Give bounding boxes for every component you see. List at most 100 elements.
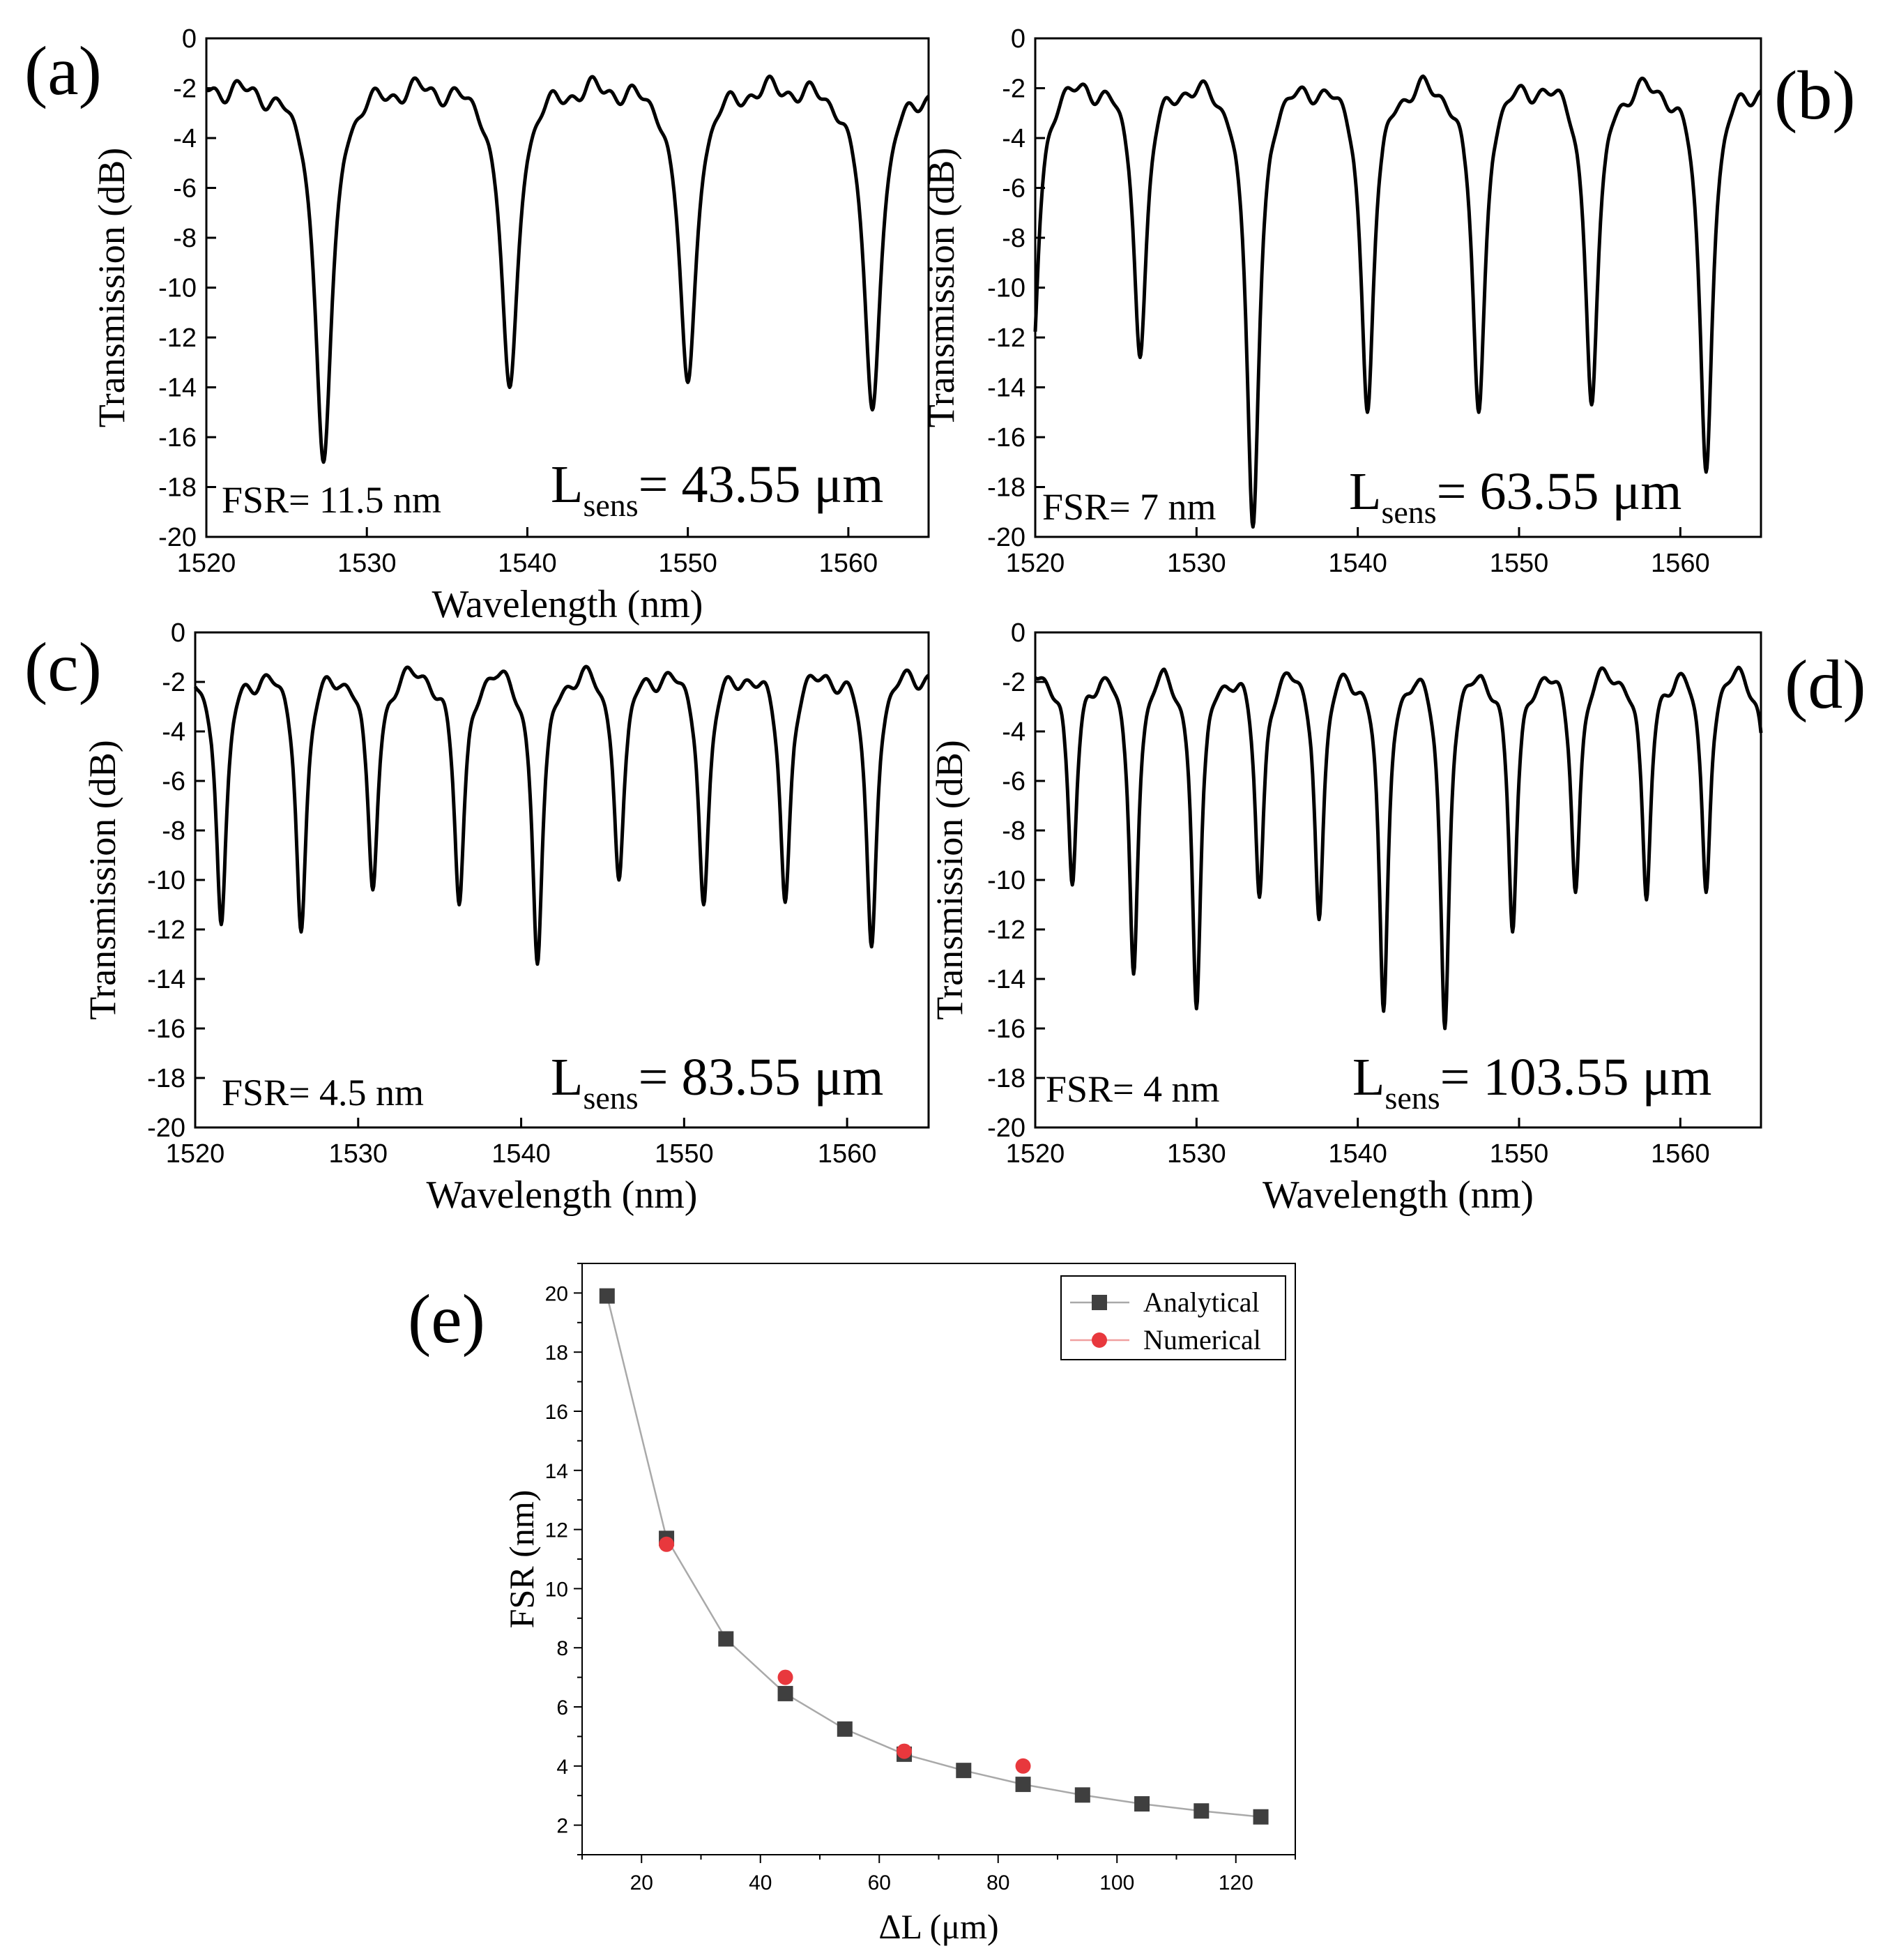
y-tick-label: -2 [162, 668, 185, 697]
analytical-point [1253, 1809, 1269, 1825]
panel-d-plot: 1520 1530 1540 1550 1560 0 -2 -4 -6 -8 -10 -12 -14 -1… [929, 618, 1763, 1217]
lsens-subscript: sens [1381, 494, 1436, 530]
x-tick-label: 1530 [329, 1139, 388, 1169]
y-tick-label: -20 [987, 1114, 1025, 1143]
y-tick-label: 10 [545, 1578, 568, 1601]
legend-analytical-label: Analytical [1143, 1286, 1260, 1318]
lsens-value: = 83.55 μm [639, 1048, 884, 1107]
lsens-subscript: sens [583, 487, 638, 523]
x-tick-label: 20 [630, 1871, 653, 1894]
numerical-point [897, 1743, 913, 1759]
panel-b-plot: 1520 1530 1540 1550 1560 0 -2 -4 -6 -8 -10 -12 -14 -1… [920, 24, 1762, 578]
lsens-annotation: Lsens= 43.55 μm [551, 455, 883, 523]
lsens-prefix: L [551, 1048, 583, 1107]
y-tick-label: -12 [987, 324, 1025, 353]
x-tick-label: 1550 [1490, 1139, 1549, 1169]
transmission-curve [205, 74, 930, 464]
x-axis-title: Wavelength (nm) [1263, 1173, 1534, 1217]
panel-e: (e) 20 40 60 80 100 120 2 4 6 8 10 12 14 16 18 20 ΔL (μm… [408, 1263, 1296, 1946]
x-tick-label: 1530 [1167, 549, 1226, 578]
x-tick-label: 1560 [1651, 549, 1710, 578]
panel-a-plot: 1520 1530 1540 1550 1560 0 -2 -4 -6 -8 -10 -12 -14 -1… [91, 24, 930, 626]
y-tick-label: -12 [147, 916, 185, 945]
y-tick-label: -10 [987, 866, 1025, 895]
panel-c-label: (c) [24, 628, 102, 706]
y-tick-label: -4 [162, 717, 185, 747]
y-axis-title: FSR (nm) [502, 1490, 541, 1629]
x-tick-label: 1540 [1328, 1139, 1387, 1169]
y-tick-label: -18 [147, 1064, 185, 1093]
analytical-point [1134, 1796, 1150, 1812]
lsens-value: = 43.55 μm [639, 455, 884, 514]
y-tick-label: 0 [1011, 618, 1025, 648]
legend-numerical-label: Numerical [1143, 1324, 1261, 1355]
y-tick-label: -10 [147, 866, 185, 895]
y-tick-label: -20 [158, 523, 197, 552]
panel-c: (c) 1520 1530 1540 1550 1560 0 -2 -4 -6 -8 -10 -12 -… [24, 618, 930, 1217]
y-tick-label: 14 [545, 1460, 568, 1483]
y-tick-label: 0 [171, 618, 185, 648]
y-tick-label: -10 [987, 274, 1025, 303]
x-tick-label: 80 [986, 1871, 1009, 1894]
y-tick-label: 20 [545, 1282, 568, 1305]
analytical-line [606, 1296, 1261, 1818]
y-tick-label: -18 [987, 473, 1025, 503]
x-tick-label: 1520 [1006, 1139, 1065, 1169]
transmission-curve [1034, 665, 1763, 1031]
panel-b: (b) 1520 1530 1540 1550 1560 0 -2 -4 -6 -8 -10 -12 -… [920, 24, 1856, 578]
y-tick-label: -10 [158, 274, 197, 303]
y-tick-label: -20 [147, 1114, 185, 1143]
y-tick-label: -16 [158, 423, 197, 453]
x-tick-label: 1550 [658, 549, 717, 578]
numerical-point [1015, 1758, 1031, 1774]
numerical-point [659, 1536, 675, 1552]
x-tick-label: 1520 [166, 1139, 225, 1169]
panel-a: (a) 1520 1530 1540 1550 1560 0 -2 -4 -6 -8 -10 -12 -… [24, 24, 930, 626]
x-axis-title: ΔL (μm) [878, 1907, 998, 1946]
y-tick-label: -8 [1002, 816, 1025, 846]
panel-e-plot: 20 40 60 80 100 120 2 4 6 8 10 12 14 16 18 20 ΔL (μm) FSR… [502, 1263, 1296, 1946]
x-tick-label: 1540 [498, 549, 557, 578]
x-tick-label: 1550 [1490, 549, 1549, 578]
x-tick-label: 40 [749, 1871, 772, 1894]
fsr-annotation: FSR= 7 nm [1042, 486, 1217, 528]
y-tick-label: -18 [987, 1064, 1025, 1093]
panel-a-label: (a) [24, 32, 102, 109]
y-tick-label: -18 [158, 473, 197, 503]
analytical-point [718, 1631, 734, 1647]
fsr-annotation: FSR= 11.5 nm [222, 479, 441, 521]
lsens-subscript: sens [583, 1080, 638, 1116]
y-tick-label: -6 [173, 174, 197, 204]
y-tick-label: -12 [987, 916, 1025, 945]
lsens-annotation: Lsens= 103.55 μm [1352, 1048, 1711, 1116]
y-axis-title: Transmission (dB) [929, 740, 970, 1020]
y-tick-label: 0 [182, 24, 197, 54]
numerical-point [777, 1669, 793, 1685]
panel-c-plot: 1520 1530 1540 1550 1560 0 -2 -4 -6 -8 -10 -12 -14 -1… [82, 618, 930, 1217]
y-tick-label: -14 [987, 374, 1025, 403]
y-tick-label: -4 [1002, 124, 1025, 153]
lsens-annotation: Lsens= 83.55 μm [551, 1048, 883, 1116]
transmission-curve [1033, 74, 1762, 529]
x-tick-label: 1540 [1328, 549, 1387, 578]
x-tick-label: 1540 [491, 1139, 551, 1169]
x-tick-label: 1530 [1167, 1139, 1226, 1169]
transmission-curve [193, 664, 930, 966]
analytical-point [837, 1721, 853, 1737]
lsens-prefix: L [1349, 462, 1381, 521]
lsens-prefix: L [551, 455, 583, 514]
y-tick-label: 6 [556, 1696, 568, 1719]
y-axis-title: Transmission (dB) [920, 148, 962, 428]
y-tick-label: -16 [987, 423, 1025, 453]
x-tick-label: 1520 [177, 549, 236, 578]
fsr-annotation: FSR= 4 nm [1046, 1068, 1220, 1110]
y-axis-title: Transmission (dB) [91, 148, 132, 428]
y-tick-label: 8 [556, 1637, 568, 1660]
y-tick-label: 4 [556, 1756, 568, 1779]
y-axis-title: Transmission (dB) [82, 740, 123, 1020]
y-tick-label: 2 [556, 1815, 568, 1838]
analytical-point [1193, 1803, 1210, 1819]
y-tick-label: -6 [162, 767, 185, 796]
x-tick-label: 120 [1219, 1871, 1253, 1894]
lsens-value: = 63.55 μm [1437, 462, 1682, 521]
